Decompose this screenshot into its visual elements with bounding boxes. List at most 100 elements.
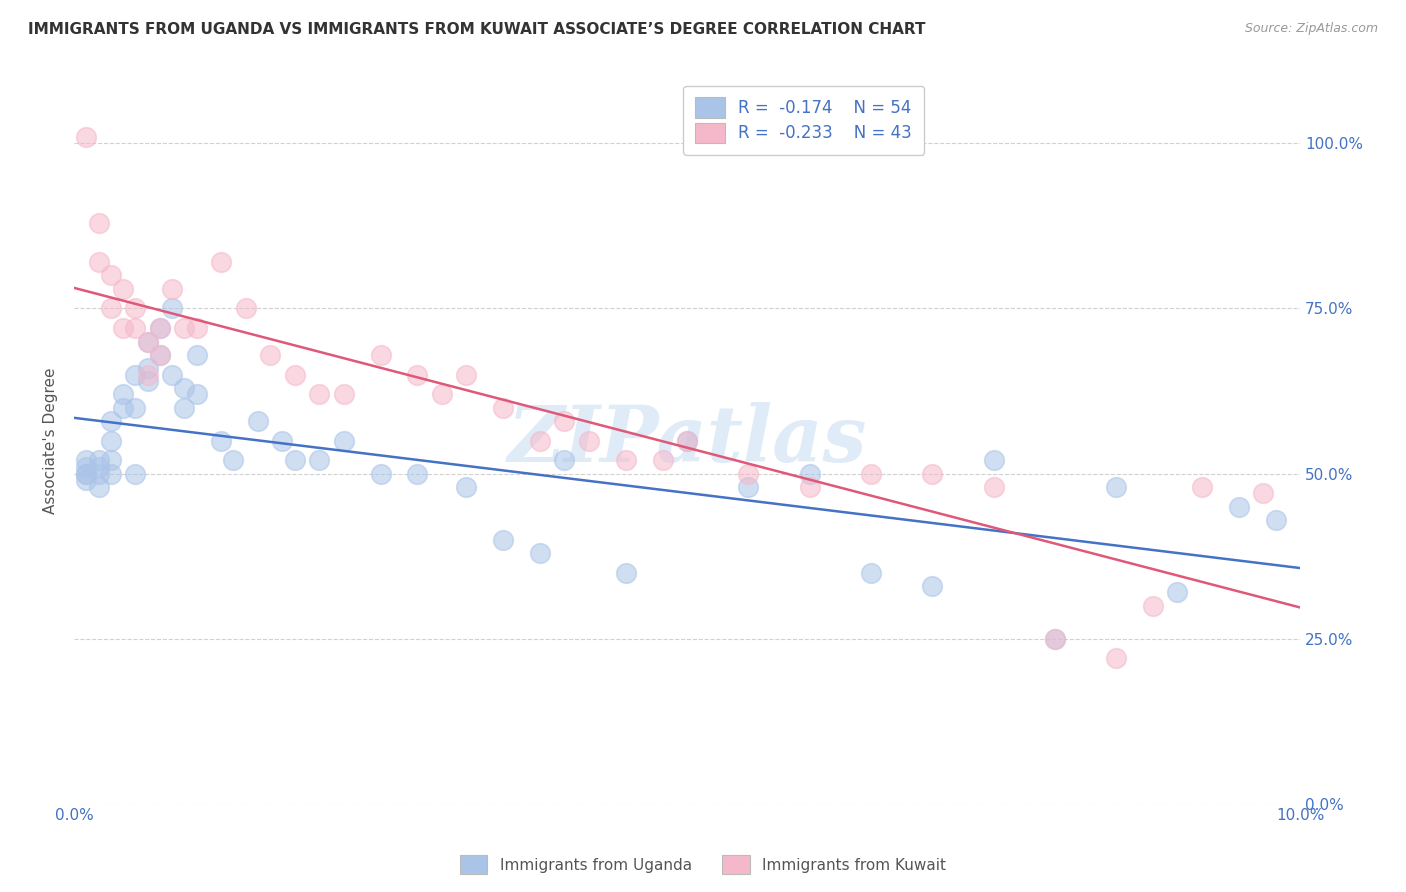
- Point: [1191, 480, 1213, 494]
- Point: [456, 368, 478, 382]
- Point: [235, 301, 257, 316]
- Point: [370, 348, 392, 362]
- Point: [859, 467, 882, 481]
- Point: [333, 387, 356, 401]
- Point: [87, 255, 110, 269]
- Point: [149, 321, 172, 335]
- Point: [87, 459, 110, 474]
- Point: [112, 282, 135, 296]
- Point: [100, 414, 122, 428]
- Point: [456, 480, 478, 494]
- Point: [136, 334, 159, 349]
- Point: [75, 453, 97, 467]
- Point: [173, 381, 195, 395]
- Point: [173, 401, 195, 415]
- Point: [1043, 632, 1066, 646]
- Point: [209, 255, 232, 269]
- Point: [529, 546, 551, 560]
- Point: [112, 387, 135, 401]
- Point: [271, 434, 294, 448]
- Point: [75, 129, 97, 144]
- Point: [209, 434, 232, 448]
- Point: [676, 434, 699, 448]
- Point: [799, 467, 821, 481]
- Legend: Immigrants from Uganda, Immigrants from Kuwait: Immigrants from Uganda, Immigrants from …: [454, 849, 952, 880]
- Point: [87, 480, 110, 494]
- Point: [578, 434, 600, 448]
- Point: [149, 348, 172, 362]
- Point: [737, 467, 759, 481]
- Point: [100, 453, 122, 467]
- Point: [100, 301, 122, 316]
- Point: [100, 268, 122, 283]
- Point: [553, 453, 575, 467]
- Point: [308, 387, 330, 401]
- Point: [246, 414, 269, 428]
- Point: [124, 368, 146, 382]
- Point: [737, 480, 759, 494]
- Point: [492, 533, 515, 547]
- Point: [1105, 651, 1128, 665]
- Point: [492, 401, 515, 415]
- Point: [614, 453, 637, 467]
- Y-axis label: Associate's Degree: Associate's Degree: [44, 368, 58, 514]
- Point: [149, 321, 172, 335]
- Point: [100, 467, 122, 481]
- Point: [333, 434, 356, 448]
- Point: [186, 387, 208, 401]
- Point: [983, 453, 1005, 467]
- Text: ZIPatlas: ZIPatlas: [508, 402, 866, 479]
- Point: [160, 282, 183, 296]
- Point: [75, 467, 97, 481]
- Point: [676, 434, 699, 448]
- Point: [406, 368, 429, 382]
- Point: [75, 473, 97, 487]
- Point: [921, 579, 943, 593]
- Point: [75, 459, 97, 474]
- Point: [799, 480, 821, 494]
- Point: [259, 348, 281, 362]
- Point: [1043, 632, 1066, 646]
- Point: [136, 374, 159, 388]
- Point: [186, 321, 208, 335]
- Point: [136, 334, 159, 349]
- Point: [553, 414, 575, 428]
- Point: [983, 480, 1005, 494]
- Point: [308, 453, 330, 467]
- Point: [859, 566, 882, 580]
- Point: [1166, 585, 1188, 599]
- Point: [124, 301, 146, 316]
- Point: [87, 453, 110, 467]
- Point: [651, 453, 673, 467]
- Point: [430, 387, 453, 401]
- Point: [529, 434, 551, 448]
- Point: [160, 301, 183, 316]
- Point: [124, 401, 146, 415]
- Point: [186, 348, 208, 362]
- Point: [222, 453, 245, 467]
- Point: [136, 360, 159, 375]
- Point: [1264, 513, 1286, 527]
- Point: [284, 453, 307, 467]
- Point: [100, 434, 122, 448]
- Point: [124, 467, 146, 481]
- Point: [160, 368, 183, 382]
- Point: [136, 368, 159, 382]
- Text: IMMIGRANTS FROM UGANDA VS IMMIGRANTS FROM KUWAIT ASSOCIATE’S DEGREE CORRELATION : IMMIGRANTS FROM UGANDA VS IMMIGRANTS FRO…: [28, 22, 925, 37]
- Point: [87, 216, 110, 230]
- Point: [614, 566, 637, 580]
- Text: Source: ZipAtlas.com: Source: ZipAtlas.com: [1244, 22, 1378, 36]
- Point: [124, 321, 146, 335]
- Legend: R =  -0.174    N = 54, R =  -0.233    N = 43: R = -0.174 N = 54, R = -0.233 N = 43: [683, 86, 924, 155]
- Point: [87, 467, 110, 481]
- Point: [370, 467, 392, 481]
- Point: [1227, 500, 1250, 514]
- Point: [1105, 480, 1128, 494]
- Point: [284, 368, 307, 382]
- Point: [406, 467, 429, 481]
- Point: [149, 348, 172, 362]
- Point: [173, 321, 195, 335]
- Point: [112, 321, 135, 335]
- Point: [921, 467, 943, 481]
- Point: [75, 467, 97, 481]
